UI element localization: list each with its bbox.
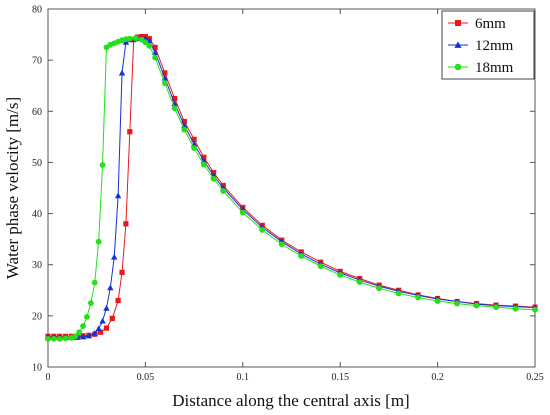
data-point: [181, 118, 187, 125]
series-18mm: [45, 35, 538, 342]
data-point: [79, 333, 87, 340]
y-tick-label: 10: [32, 363, 42, 374]
data-point: [126, 35, 133, 42]
legend-marker: [454, 41, 462, 48]
legend-marker: [454, 63, 462, 71]
data-point: [99, 162, 106, 168]
axis-ticks: 0 0.05 0.1 0.15 0.2 0.25 10 20 30 40 50 60 70 80: [32, 5, 544, 384]
data-point: [454, 300, 460, 307]
x-tick-label: 0.05: [137, 372, 155, 383]
data-point: [191, 145, 198, 152]
data-point: [91, 330, 98, 336]
data-point: [161, 80, 168, 87]
data-point: [152, 44, 158, 50]
data-point: [415, 294, 422, 301]
data-point: [45, 335, 51, 342]
data-point: [132, 35, 139, 42]
legend: 6mm 12mm 18mm: [441, 10, 535, 80]
data-point: [181, 126, 188, 133]
data-point: [191, 136, 197, 143]
y-tick-label: 30: [32, 260, 42, 271]
y-tick-label: 40: [32, 209, 42, 220]
data-point: [210, 175, 217, 182]
data-point: [162, 70, 168, 76]
data-point: [146, 42, 153, 49]
data-point: [239, 209, 246, 216]
y-tick-label: 80: [32, 5, 42, 16]
data-point: [103, 304, 110, 311]
data-point: [80, 323, 86, 329]
x-tick-label: 0: [46, 372, 51, 383]
y-tick-label: 50: [32, 158, 42, 169]
data-point: [119, 269, 125, 275]
data-point: [95, 238, 102, 245]
data-point: [337, 272, 344, 278]
data-point: [356, 279, 363, 286]
data-point: [84, 313, 90, 320]
x-axis-label: Distance along the central axis [m]: [172, 391, 409, 410]
data-point: [99, 317, 106, 324]
data-point: [123, 221, 129, 227]
data-point: [87, 300, 94, 306]
legend-label: 12mm: [475, 38, 514, 54]
data-point: [200, 161, 207, 168]
data-point: [91, 279, 98, 286]
data-point: [114, 192, 122, 199]
data-point: [376, 285, 383, 292]
data-point: [103, 325, 110, 331]
y-tick-label: 60: [32, 107, 42, 118]
data-point: [97, 329, 104, 335]
x-tick-label: 0.25: [526, 372, 544, 383]
legend-label: 6mm: [475, 16, 506, 32]
y-tick-label: 20: [32, 311, 42, 322]
legend-label: 18mm: [475, 60, 514, 76]
data-point: [493, 304, 499, 311]
legend-marker: [455, 20, 461, 26]
data-point: [473, 302, 480, 309]
data-point: [278, 241, 285, 248]
data-point: [317, 263, 324, 270]
data-point: [127, 129, 133, 135]
data-point: [201, 154, 207, 160]
x-tick-label: 0.1: [237, 372, 250, 383]
y-tick-label: 70: [32, 56, 42, 67]
data-point: [111, 253, 118, 260]
data-point: [298, 253, 305, 259]
data-point: [95, 325, 102, 332]
data-point: [532, 306, 538, 313]
data-point: [72, 333, 79, 340]
data-point: [152, 54, 159, 61]
data-point: [220, 188, 227, 194]
data-point: [115, 297, 121, 304]
series-line: [48, 37, 536, 338]
x-tick-label: 0.15: [331, 372, 349, 383]
data-point: [118, 69, 126, 76]
x-tick-label: 0.2: [431, 372, 444, 383]
data-point: [171, 105, 178, 112]
data-point: [50, 335, 57, 342]
data-point: [107, 284, 114, 291]
data-point: [172, 95, 178, 102]
data-point: [76, 329, 83, 336]
data-point: [109, 315, 115, 322]
data-point: [56, 335, 63, 342]
data-point: [62, 335, 69, 342]
data-point: [395, 290, 402, 297]
data-point: [259, 227, 266, 233]
data-point: [85, 332, 93, 339]
data-point: [512, 305, 519, 312]
series-layer: [44, 34, 539, 342]
y-axis-label: Water phase velocity [m/s]: [3, 97, 22, 279]
legend-items: 6mm 12mm 18mm: [448, 16, 514, 76]
data-point: [434, 298, 441, 304]
data-point: [142, 39, 149, 46]
